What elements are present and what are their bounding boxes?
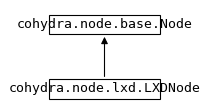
Text: cohydra.node.base.Node: cohydra.node.base.Node xyxy=(17,18,192,31)
Text: cohydra.node.lxd.LXDNode: cohydra.node.lxd.LXDNode xyxy=(9,82,200,95)
FancyBboxPatch shape xyxy=(50,15,159,34)
FancyBboxPatch shape xyxy=(50,79,159,99)
